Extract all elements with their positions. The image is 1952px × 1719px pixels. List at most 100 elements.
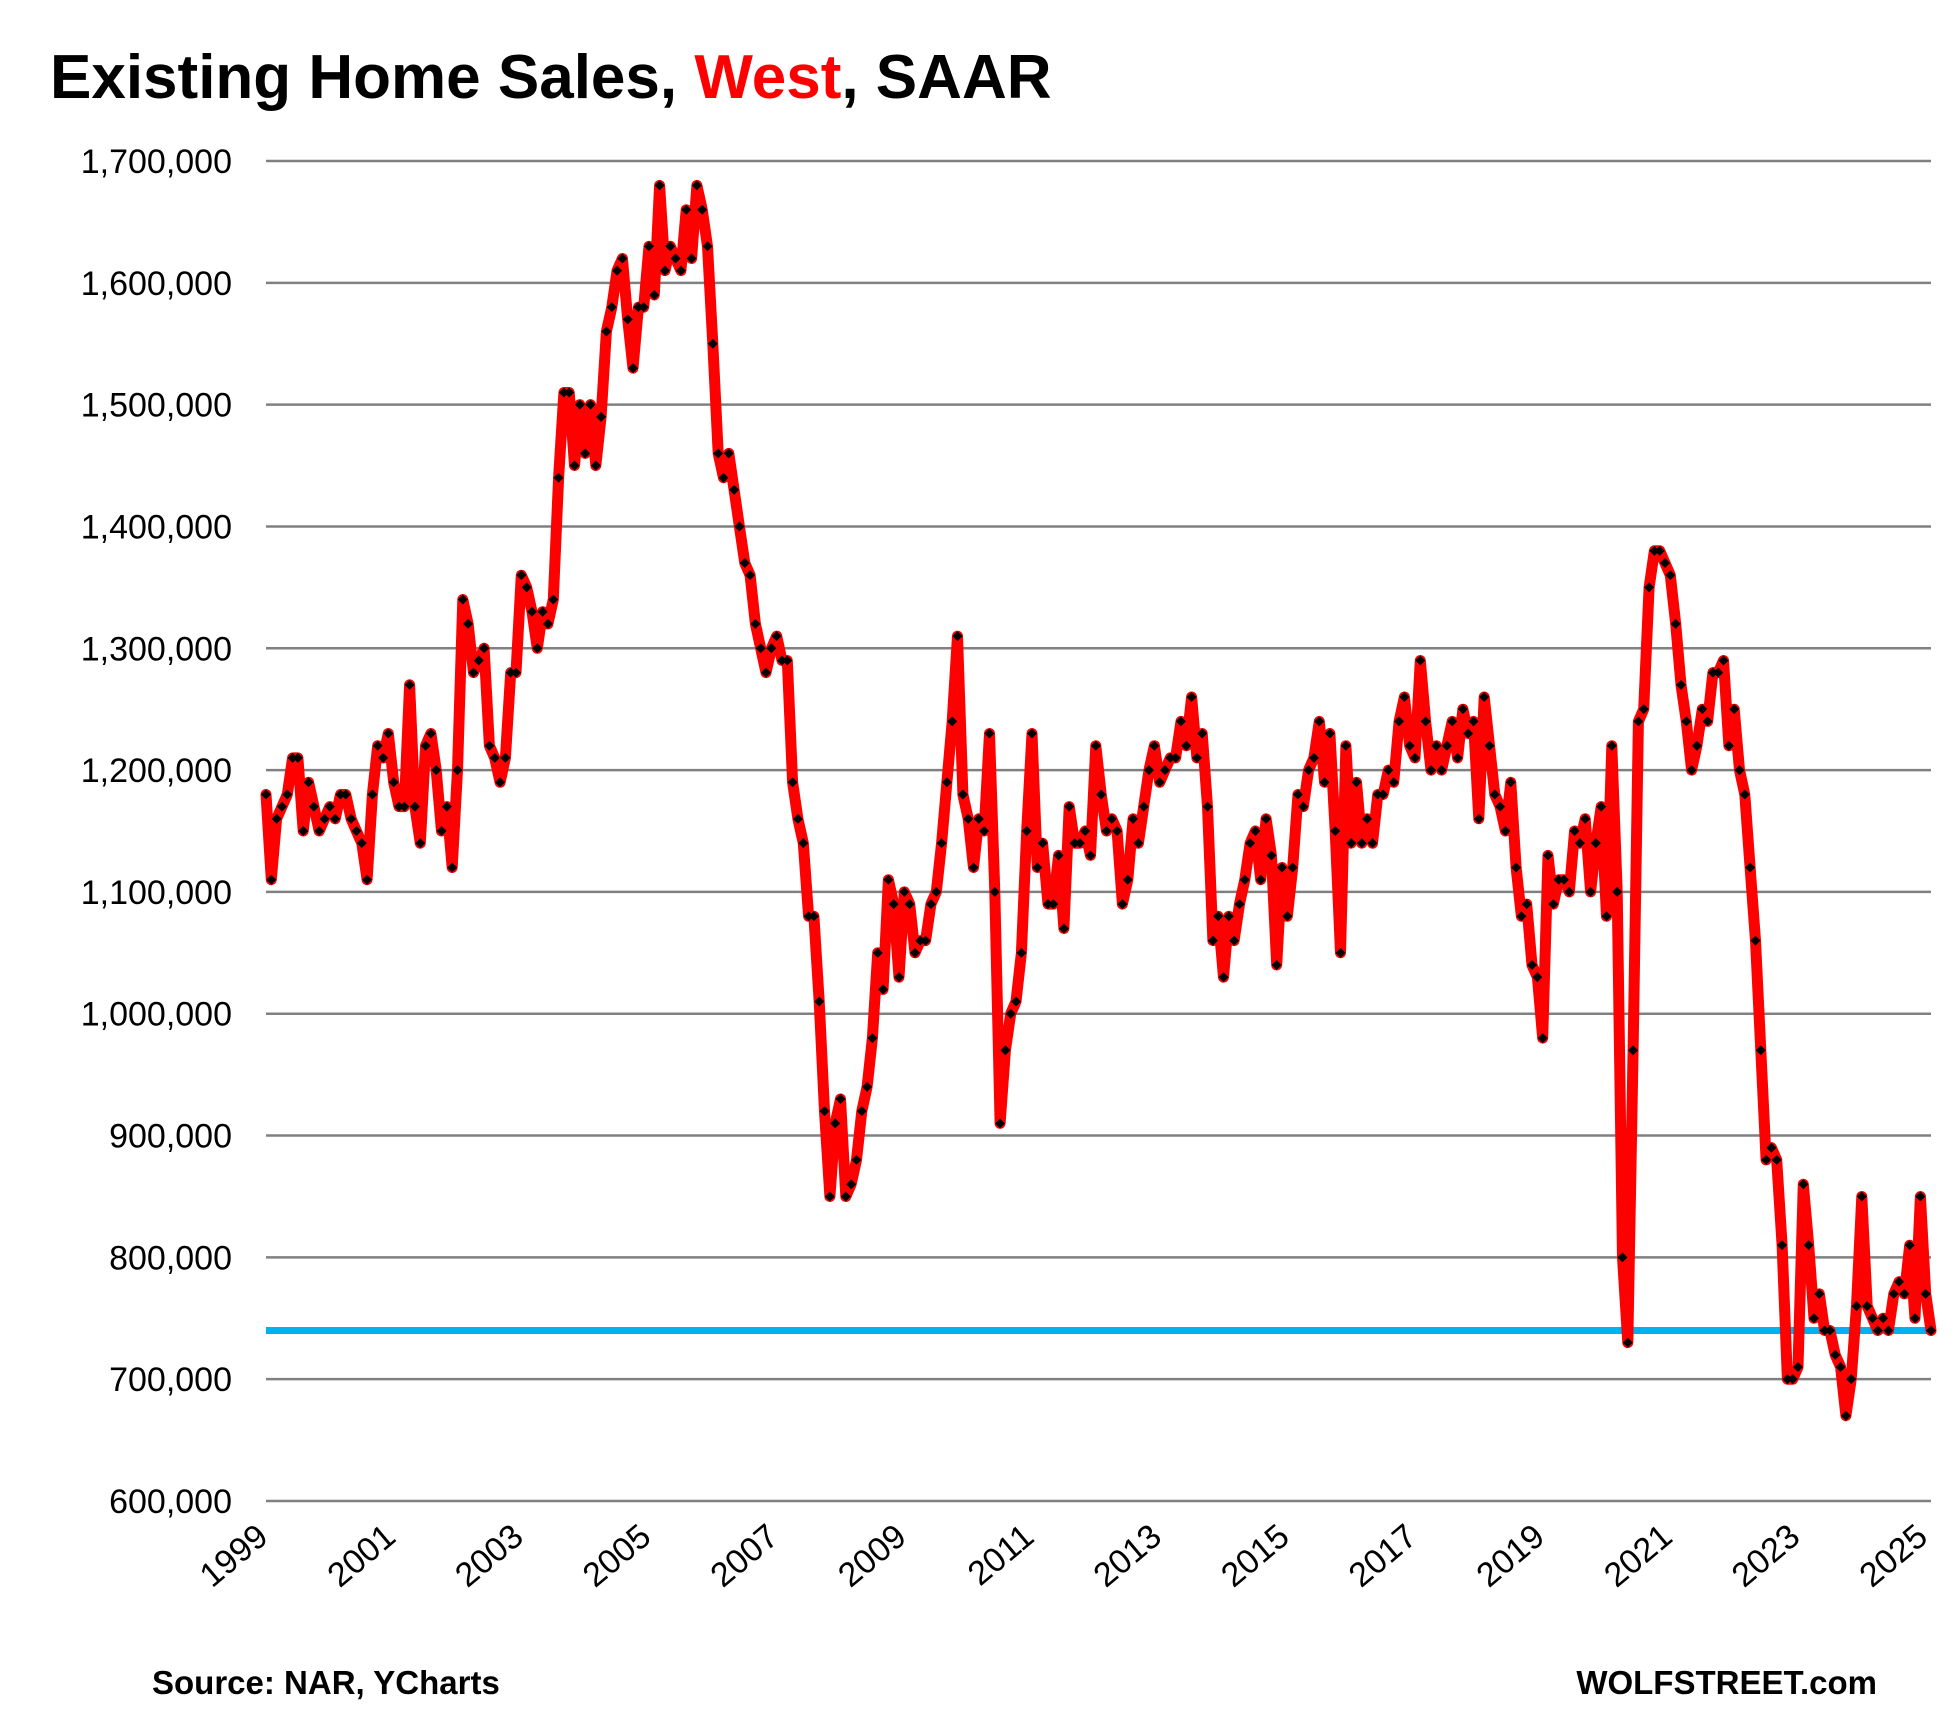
- data-point-marker: [1410, 752, 1421, 763]
- data-point-marker: [862, 1081, 873, 1092]
- data-point-marker: [1915, 1191, 1926, 1202]
- data-point-marker: [638, 302, 649, 313]
- data-point-marker: [1149, 740, 1160, 751]
- y-tick-label: 1,300,000: [81, 630, 232, 668]
- data-point-marker: [1175, 716, 1186, 727]
- data-point-marker: [1159, 765, 1170, 776]
- data-point-marker: [425, 728, 436, 739]
- data-point-marker: [814, 996, 825, 1007]
- data-point-marker: [830, 1118, 841, 1129]
- data-point-marker: [1665, 570, 1676, 581]
- x-tick-label: 2023: [1725, 1517, 1807, 1595]
- data-point-marker: [1548, 899, 1559, 910]
- data-point-marker: [766, 643, 777, 654]
- data-point-marker: [1250, 826, 1261, 836]
- data-point-marker: [628, 363, 639, 374]
- data-point-marker: [558, 387, 569, 398]
- data-point-marker: [1032, 862, 1043, 873]
- x-tick-label: 1999: [193, 1517, 275, 1595]
- y-tick-label: 1,200,000: [81, 752, 232, 790]
- data-point-marker: [1596, 801, 1607, 812]
- data-point-marker: [792, 813, 803, 824]
- data-point-marker: [1080, 826, 1091, 836]
- data-point-marker: [697, 204, 708, 215]
- data-point-marker: [330, 813, 341, 824]
- data-point-marker: [1431, 740, 1442, 751]
- data-point-marker: [1766, 1142, 1777, 1153]
- data-point-marker: [1154, 777, 1165, 788]
- data-point-marker: [367, 789, 378, 800]
- data-point-marker: [1628, 1045, 1639, 1056]
- data-point-marker: [617, 253, 628, 264]
- data-point-marker: [1367, 838, 1378, 849]
- data-point-marker: [1308, 752, 1319, 763]
- data-point-marker: [1053, 850, 1064, 861]
- data-point-marker: [1133, 838, 1144, 849]
- data-point-marker: [564, 387, 575, 398]
- data-point-marker: [1686, 765, 1697, 776]
- data-point-marker: [1394, 716, 1405, 727]
- data-point-marker: [713, 448, 724, 459]
- data-point-marker: [1016, 947, 1027, 958]
- data-point-marker: [1378, 789, 1389, 800]
- data-point-marker: [1021, 826, 1032, 836]
- data-point-marker: [1691, 740, 1702, 751]
- brand-watermark: WOLFSTREET.com: [1576, 1664, 1877, 1701]
- x-tick-label: 2003: [448, 1517, 530, 1595]
- data-point-marker: [479, 643, 490, 654]
- x-tick-label: 2011: [961, 1517, 1041, 1593]
- data-point-marker: [1191, 752, 1202, 763]
- data-point-marker: [532, 643, 543, 654]
- data-point-marker: [1787, 1374, 1798, 1385]
- x-tick-label: 2017: [1342, 1517, 1424, 1595]
- data-point-marker: [596, 411, 607, 422]
- data-point-marker: [1287, 862, 1298, 873]
- data-point-marker: [362, 874, 373, 885]
- data-point-marker: [1090, 740, 1101, 751]
- data-point-marker: [1415, 655, 1426, 666]
- x-tick-label: 2015: [1214, 1517, 1296, 1595]
- data-point-marker: [1112, 826, 1123, 836]
- data-point-marker: [1037, 838, 1048, 849]
- data-point-marker: [1654, 545, 1665, 556]
- data-point-marker: [266, 874, 277, 885]
- data-point-marker: [739, 558, 750, 568]
- data-point-marker: [1074, 838, 1085, 849]
- data-point-marker: [654, 180, 665, 191]
- data-point-marker: [324, 801, 335, 812]
- data-point-marker: [750, 618, 761, 629]
- data-point-marker: [1058, 923, 1069, 934]
- data-point-marker: [1144, 765, 1155, 776]
- data-point-marker: [308, 801, 319, 812]
- data-point-marker: [1335, 947, 1346, 958]
- data-point-marker: [1644, 582, 1655, 593]
- data-point-marker: [548, 594, 559, 605]
- data-point-marker: [511, 667, 522, 678]
- data-point-marker: [883, 874, 894, 885]
- data-point-marker: [1165, 752, 1176, 763]
- data-point-marker: [941, 777, 952, 788]
- data-point-marker: [787, 777, 798, 788]
- data-point-marker: [1085, 850, 1096, 861]
- data-point-marker: [420, 740, 431, 751]
- data-point-marker: [1723, 740, 1734, 751]
- y-tick-label: 800,000: [109, 1239, 232, 1277]
- data-point-marker: [846, 1179, 857, 1190]
- data-point-marker: [1867, 1313, 1878, 1324]
- data-point-marker: [1505, 777, 1516, 788]
- data-point-marker: [1106, 813, 1117, 824]
- data-point-marker: [1862, 1301, 1873, 1312]
- data-point-marker: [1261, 813, 1272, 824]
- data-point-marker: [1814, 1288, 1825, 1299]
- data-point-marker: [947, 716, 958, 727]
- data-point-marker: [292, 752, 303, 763]
- y-tick-label: 700,000: [109, 1361, 232, 1399]
- data-point-marker: [755, 643, 766, 654]
- data-point-marker: [356, 838, 367, 849]
- data-point-marker: [936, 838, 947, 849]
- data-point-marker: [580, 448, 591, 459]
- data-point-marker: [415, 838, 426, 849]
- data-point-marker: [1830, 1349, 1841, 1360]
- data-point-marker: [808, 911, 819, 922]
- data-point-marker: [1537, 1033, 1548, 1044]
